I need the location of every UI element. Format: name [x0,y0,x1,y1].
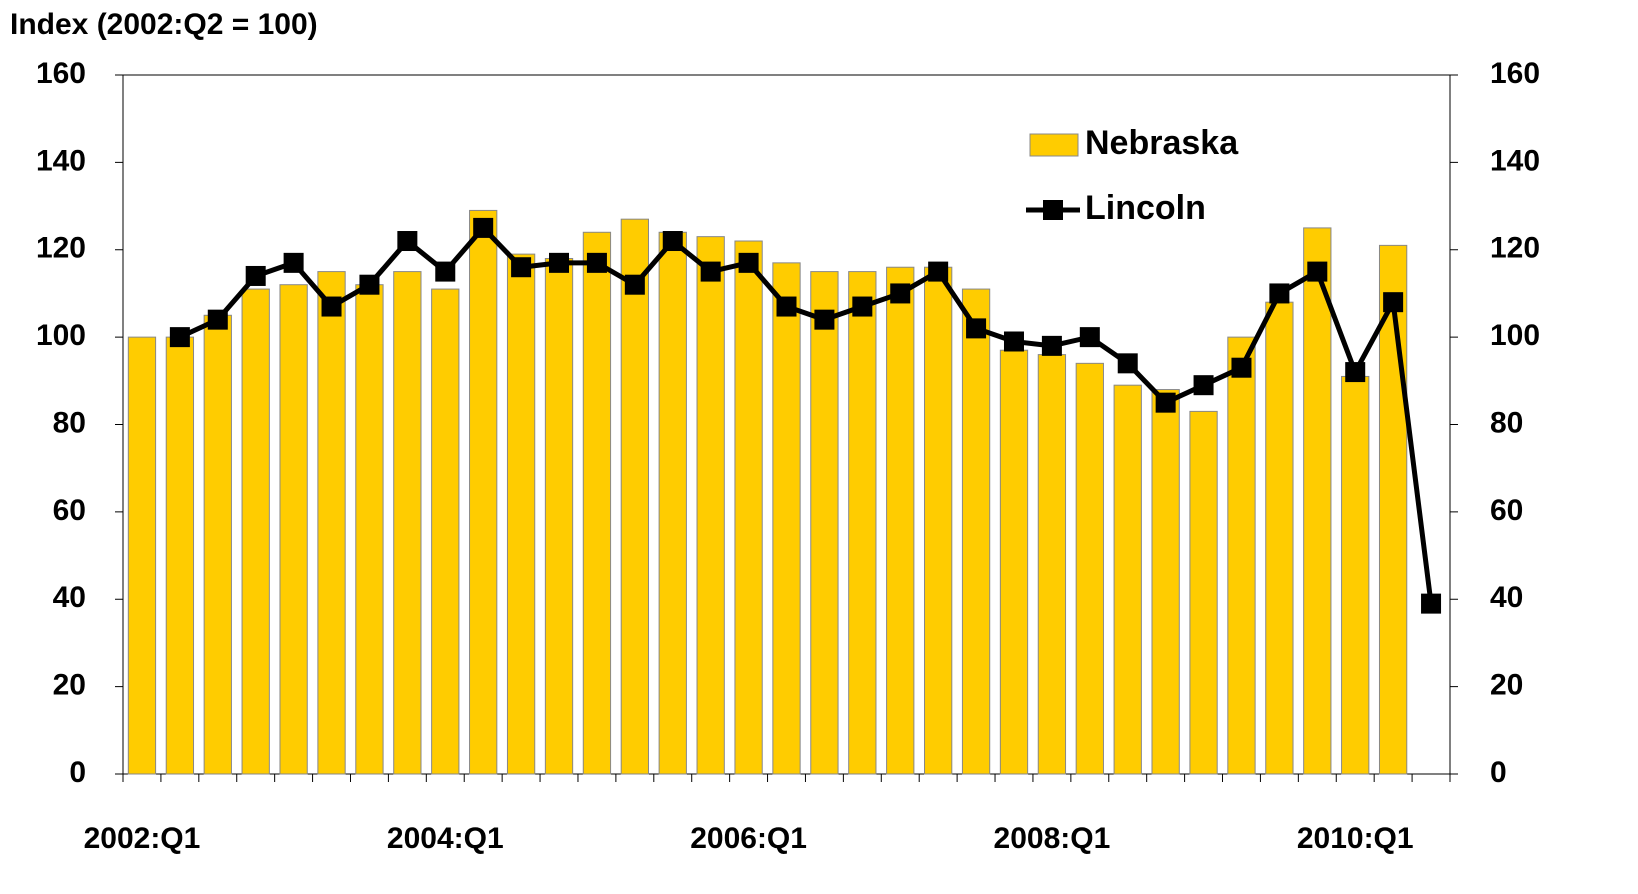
marker [511,257,532,278]
bar [1378,244,1408,775]
y2-tick-label: 60 [1490,494,1523,527]
bar [961,288,991,775]
y2-tick-label: 40 [1490,581,1523,614]
bar [696,236,725,775]
y-tick-label: 0 [69,756,86,789]
marker [207,309,228,330]
marker [1117,353,1138,374]
marker [890,283,911,304]
marker [397,231,418,252]
bar [810,271,839,775]
bar [317,271,346,775]
y-tick-label: 40 [53,581,86,614]
marker [435,261,456,282]
y2-tick-label: 100 [1490,319,1540,352]
marker [549,252,570,273]
y-tick-label: 20 [53,669,86,702]
bar [886,266,915,775]
x-tick-label: 2008:Q1 [994,822,1111,855]
marker [928,261,949,282]
marker [700,261,721,282]
bar [1151,389,1180,775]
legend-label: Lincoln [1085,189,1206,227]
bar [506,253,536,775]
bar [393,271,422,775]
bar [469,209,498,775]
y-tick-label: 140 [36,144,86,177]
marker [169,327,190,348]
legend-label: Nebraska [1085,124,1239,162]
bar [1075,362,1104,775]
y2-tick-label: 80 [1490,406,1523,439]
y-tick-label: 100 [36,319,86,352]
bar [582,231,612,775]
bar [1227,336,1256,775]
bar [241,288,270,775]
marker [473,217,494,238]
marker [1231,357,1252,378]
marker [776,296,797,317]
marker [1269,283,1290,304]
line [178,225,1434,604]
marker [1383,292,1404,313]
bar [1037,354,1067,775]
x-tick-label: 2002:Q1 [84,822,201,855]
marker [1041,335,1062,356]
x-tick-label: 2010:Q1 [1297,822,1414,855]
marker [852,296,873,317]
y2-tick-label: 160 [1490,57,1540,90]
marker [1003,331,1024,352]
y-tick-label: 60 [53,494,86,527]
bar [1303,227,1332,775]
bar [848,271,877,775]
marker [662,231,683,252]
y-tick-label: 160 [36,57,86,90]
x-tick-label: 2006:Q1 [690,822,807,855]
bar [1113,384,1142,775]
marker [814,309,835,330]
marker [738,252,759,273]
bar [620,218,649,775]
legend-swatch [1029,133,1079,157]
y2-tick-label: 0 [1490,756,1507,789]
bar [924,266,953,775]
y-tick-label: 80 [53,406,86,439]
bar [1189,410,1218,775]
bar [999,349,1029,775]
bar [734,240,763,775]
chart-title: Index (2002:Q2 = 100) [10,8,318,41]
marker [586,252,607,273]
marker [1345,362,1366,383]
bar [658,231,687,775]
marker [321,296,342,317]
marker [1421,593,1442,614]
bar [544,257,574,775]
legend-marker [1043,200,1063,220]
y2-tick-label: 20 [1490,669,1523,702]
y2-tick-label: 120 [1490,232,1540,265]
bar [165,336,195,775]
marker [1155,392,1176,413]
y2-tick-label: 140 [1490,144,1540,177]
bar [127,336,157,775]
bar [1341,375,1370,775]
bar [203,314,232,775]
bar [431,288,460,775]
marker [966,318,987,339]
marker [245,265,266,286]
marker [1307,261,1328,282]
y-tick-label: 120 [36,232,86,265]
bar [1265,301,1294,775]
x-tick-label: 2004:Q1 [387,822,504,855]
bar [772,262,801,775]
marker [283,252,304,273]
bar [355,284,384,775]
bar [279,284,308,775]
marker [624,274,645,295]
marker [1079,327,1100,348]
marker [1193,375,1214,396]
marker [359,274,380,295]
